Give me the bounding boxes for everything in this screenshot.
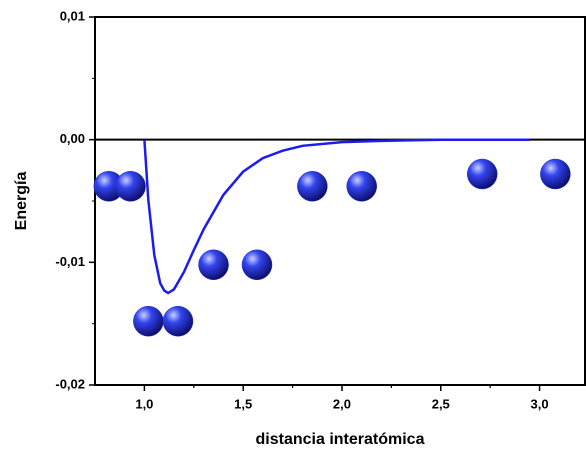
atom <box>133 305 164 337</box>
atom <box>241 249 273 281</box>
atom <box>198 249 229 281</box>
atom <box>162 305 194 337</box>
y-tick-label: -0,02 <box>55 376 85 391</box>
x-tick-label: 2,0 <box>333 396 351 411</box>
y-tick-label: 0,01 <box>60 8 85 23</box>
energy-curve <box>143 138 530 295</box>
y-tick-label: -0,01 <box>55 254 85 269</box>
x-axis-title: distancia interatómica <box>256 431 425 448</box>
atom <box>297 171 328 202</box>
x-tick-label: 1,5 <box>234 396 252 411</box>
y-axis-title: Energía <box>13 172 30 231</box>
x-tick-label: 1,0 <box>135 396 153 411</box>
atom <box>540 158 571 190</box>
atom <box>467 158 498 190</box>
y-tick-label: 0,00 <box>60 131 85 146</box>
atom <box>346 171 377 202</box>
x-tick-label: 2,5 <box>432 396 450 411</box>
x-tick-label: 3,0 <box>531 396 549 411</box>
atom <box>115 171 146 202</box>
